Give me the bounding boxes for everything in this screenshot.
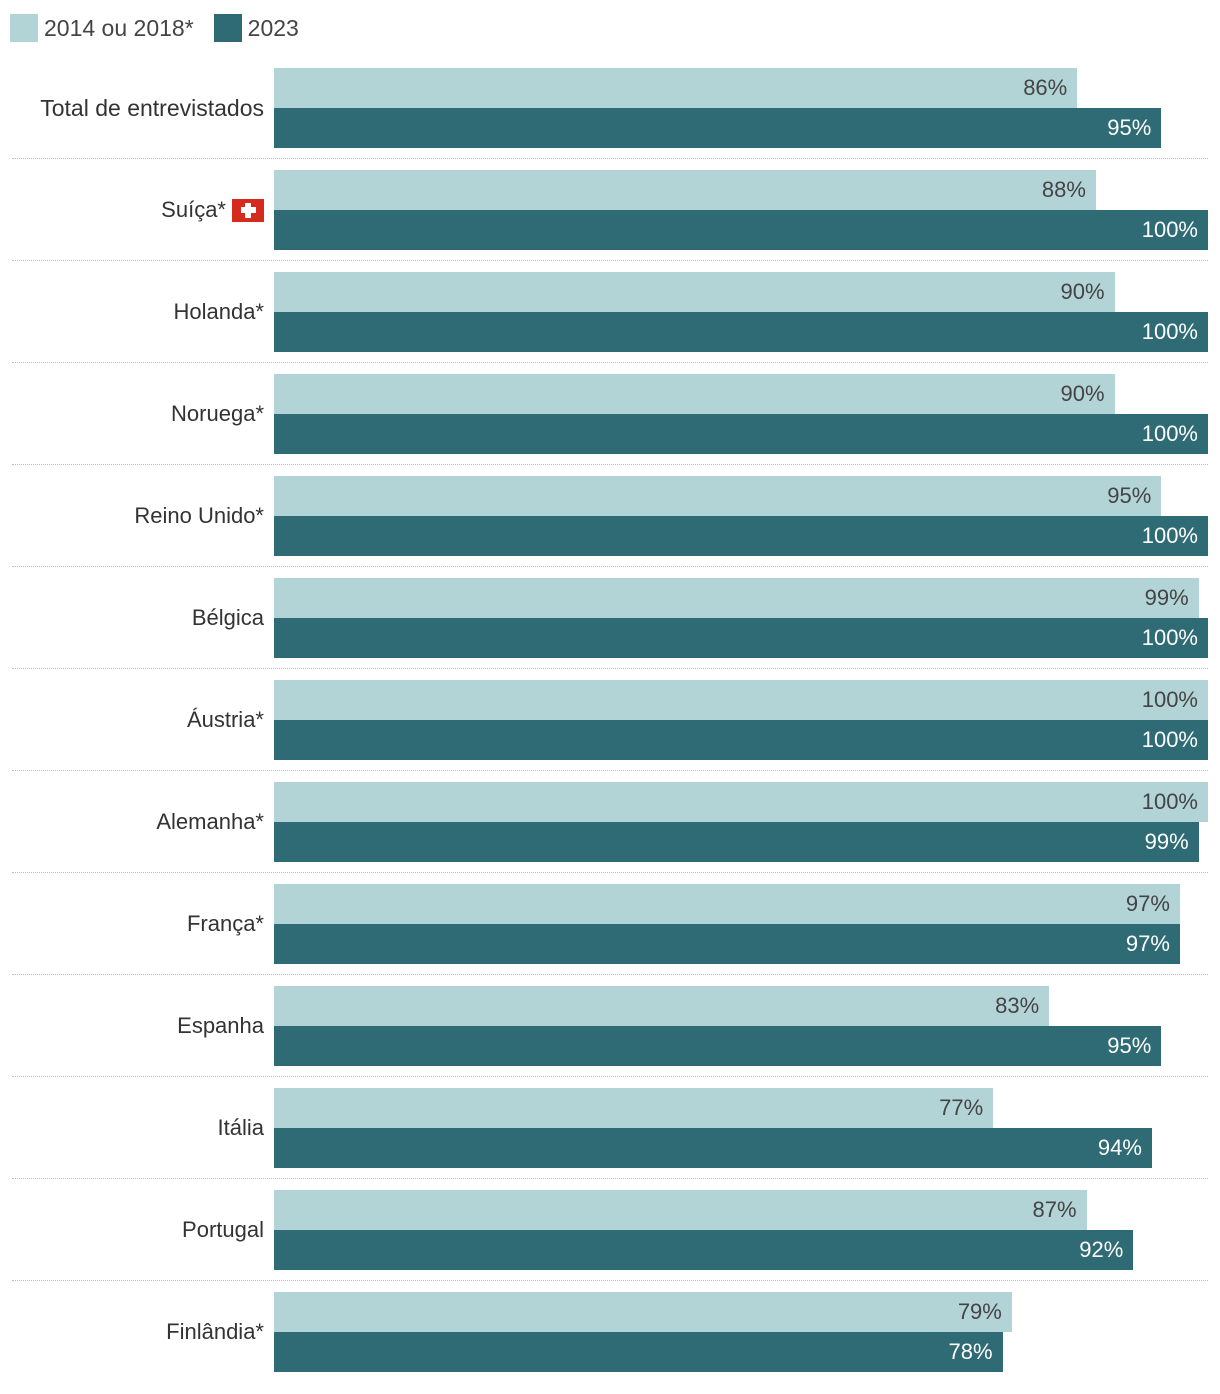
category-label: Itália: [218, 1113, 264, 1143]
category-row: Finlândia* 79% 78%: [12, 1292, 1208, 1394]
bar-2023: 97%: [274, 924, 1180, 964]
category-label: Portugal: [182, 1215, 264, 1245]
category-label: Bélgica: [192, 603, 264, 633]
bar-2014-2018: 100%: [274, 680, 1208, 720]
legend-item-2023: 2023: [213, 14, 299, 42]
bar-2023: 100%: [274, 618, 1208, 658]
row-divider: [12, 974, 1208, 975]
bar-2023: 94%: [274, 1128, 1152, 1168]
row-divider: [12, 770, 1208, 771]
category-label-text: Reino Unido*: [134, 503, 264, 528]
bar-2014-2018: 77%: [274, 1088, 994, 1128]
row-divider: [12, 566, 1208, 567]
category-row: França* 97% 97%: [12, 884, 1208, 986]
row-divider: [12, 1280, 1208, 1281]
category-row: Áustria* 100% 100%: [12, 680, 1208, 782]
category-label-text: Suíça*: [161, 197, 226, 222]
category-label: Reino Unido*: [134, 501, 264, 531]
category-label-text: Total de entrevistados: [40, 95, 264, 121]
category-label: França*: [187, 909, 264, 939]
legend: 2014 ou 2018* 2023: [10, 14, 319, 42]
legend-label: 2014 ou 2018*: [44, 14, 194, 41]
legend-item-2014-2018: 2014 ou 2018*: [10, 14, 194, 42]
category-label-text: Bélgica: [191, 605, 264, 630]
row-divider: [12, 1076, 1208, 1077]
bar-2023: 100%: [274, 720, 1208, 760]
category-label-text: Portugal: [182, 1217, 264, 1242]
category-label: Espanha: [177, 1011, 264, 1041]
bar-2023: 100%: [274, 516, 1208, 556]
legend-swatch: [10, 14, 38, 42]
category-row: Total de entrevistados 86% 95%: [12, 68, 1208, 170]
bar-2023: 100%: [274, 414, 1208, 454]
bar-2023: 95%: [274, 108, 1162, 148]
category-label-text: Espanha: [177, 1013, 264, 1038]
bar-2014-2018: 79%: [274, 1292, 1012, 1332]
row-divider: [12, 1178, 1208, 1179]
category-label-text: Holanda*: [173, 299, 264, 324]
category-label-text: Áustria*: [186, 707, 264, 732]
bar-2023: 92%: [274, 1230, 1134, 1270]
category-row: Bélgica 99% 100%: [12, 578, 1208, 680]
bar-2023: 100%: [274, 210, 1208, 250]
bar-2014-2018: 99%: [274, 578, 1199, 618]
category-row: Itália 77% 94%: [12, 1088, 1208, 1190]
category-label: Total de entrevistados: [40, 93, 264, 123]
row-divider: [12, 158, 1208, 159]
bar-2023: 78%: [274, 1332, 1003, 1372]
bar-2014-2018: 90%: [274, 272, 1115, 312]
row-divider: [12, 464, 1208, 465]
category-label: Áustria*: [187, 705, 264, 735]
bar-2014-2018: 90%: [274, 374, 1115, 414]
bar-2014-2018: 88%: [274, 170, 1096, 210]
category-label-text: Itália: [217, 1115, 264, 1140]
bar-2014-2018: 87%: [274, 1190, 1087, 1230]
category-row: Suíça* 88% 100%: [12, 170, 1208, 272]
bar-2023: 100%: [274, 312, 1208, 352]
bar-2014-2018: 86%: [274, 68, 1078, 108]
category-label-text: Noruega*: [171, 401, 264, 426]
category-label: Finlândia*: [166, 1317, 264, 1347]
swiss-flag-icon: [232, 198, 264, 222]
category-label: Suíça*: [161, 195, 264, 225]
row-divider: [12, 362, 1208, 363]
category-label: Holanda*: [173, 297, 264, 327]
category-row: Espanha 83% 95%: [12, 986, 1208, 1088]
row-divider: [12, 872, 1208, 873]
bar-2014-2018: 83%: [274, 986, 1050, 1026]
category-label-text: Finlândia*: [166, 1319, 264, 1344]
category-label: Noruega*: [171, 399, 264, 429]
category-row: Portugal 87% 92%: [12, 1190, 1208, 1292]
bar-2023: 99%: [274, 822, 1199, 862]
row-divider: [12, 260, 1208, 261]
legend-label: 2023: [247, 14, 299, 41]
category-row: Reino Unido* 95% 100%: [12, 476, 1208, 578]
row-divider: [12, 668, 1208, 669]
bar-2014-2018: 100%: [274, 782, 1208, 822]
category-label-text: Alemanha*: [156, 809, 264, 834]
bar-2023: 95%: [274, 1026, 1162, 1066]
category-row: Holanda* 90% 100%: [12, 272, 1208, 374]
bar-2014-2018: 97%: [274, 884, 1180, 924]
category-label-text: França*: [186, 911, 264, 936]
category-row: Noruega* 90% 100%: [12, 374, 1208, 476]
legend-swatch: [213, 14, 242, 42]
category-label: Alemanha*: [156, 807, 264, 837]
category-row: Alemanha* 100% 99%: [12, 782, 1208, 884]
bar-2014-2018: 95%: [274, 476, 1162, 516]
